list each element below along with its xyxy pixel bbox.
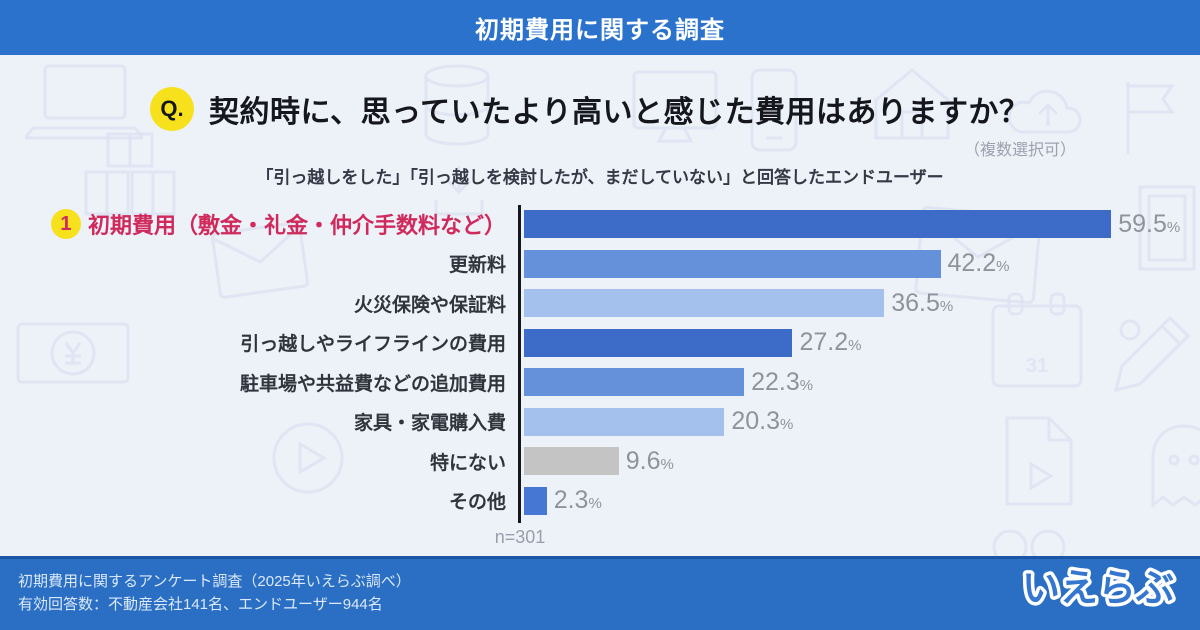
footer-bar: 初期費用に関するアンケート調査（2025年いえらぶ調べ） 有効回答数：不動産会社…	[0, 556, 1200, 630]
category-label: 家具・家電購入費	[353, 413, 506, 434]
bar	[524, 486, 547, 515]
chart-row: 特にない 9.6%	[0, 447, 1200, 475]
multiple-choice-note: （複数選択可）	[963, 142, 1076, 159]
bar	[524, 289, 885, 317]
bar	[524, 210, 1112, 238]
footer-respondents-line: 有効回答数：不動産会社141名、エンドユーザー944名	[18, 596, 383, 614]
value-label: 59.5%	[1118, 209, 1181, 238]
value-label: 36.5%	[891, 288, 954, 317]
chart-row: その他 2.3%	[0, 486, 1200, 515]
category-label: 引っ越しやライフラインの費用	[240, 334, 506, 355]
question-badge: Q.	[150, 87, 194, 131]
chart-axis-line	[518, 205, 521, 523]
value-label: 22.3%	[751, 367, 814, 396]
page-title: 初期費用に関する調査	[475, 17, 725, 44]
bar	[524, 407, 725, 436]
category-label: 更新料	[448, 255, 506, 276]
chart-row: 火災保険や保証料 36.5%	[0, 289, 1200, 317]
question-row: Q. 契約時に、思っていたより高いと感じた費用はありますか？	[150, 87, 1030, 131]
chart-row: 家具・家電購入費 20.3%	[0, 407, 1200, 436]
logo-text: いえらぶ	[1022, 568, 1174, 610]
rank-badge: 1	[50, 209, 81, 239]
bar-chart: 1 初期費用（敷金・礼金・仲介手数料など） 59.5% 更新料 42.2% 火災保険や保証…	[0, 208, 1200, 526]
bar	[524, 328, 793, 357]
question-title: 契約時に、思っていたより高いと感じた費用はありますか？	[209, 96, 1030, 129]
category-label: 火災保険や保証料	[353, 294, 506, 316]
chart-row: 引っ越しやライフラインの費用 27.2%	[0, 328, 1200, 357]
category-label-text: 初期費用（敷金・礼金・仲介手数料など）	[87, 213, 506, 238]
chart-rows: 1 初期費用（敷金・礼金・仲介手数料など） 59.5% 更新料 42.2% 火災保険や保証…	[0, 208, 1200, 515]
category-label: 1 初期費用（敷金・礼金・仲介手数料など）	[0, 208, 516, 240]
value-label: 9.6%	[625, 446, 674, 475]
ielove-logo: いえらぶ	[1011, 559, 1186, 624]
respondent-subtitle: 「引っ越しをした」「引っ越しを検討したが、まだしていない」と回答したエンドユーザ…	[256, 168, 944, 187]
header-bar: 初期費用に関する調査	[0, 0, 1200, 55]
bar	[524, 368, 745, 396]
footer-source-line: 初期費用に関するアンケート調査（2025年いえらぶ調べ）	[18, 573, 411, 590]
laptop-icon	[25, 64, 143, 140]
flag-icon	[1126, 82, 1175, 154]
value-label: 2.3%	[553, 486, 602, 514]
bar	[524, 447, 619, 475]
chart-row: 1 初期費用（敷金・礼金・仲介手数料など） 59.5%	[0, 208, 1200, 240]
bar	[524, 249, 941, 278]
value-label: 27.2%	[799, 328, 862, 356]
sample-size-label: n=301	[494, 527, 546, 547]
category-label: 駐車場や共益費などの追加費用	[239, 373, 506, 395]
chart-row: 駐車場や共益費などの追加費用 22.3%	[0, 368, 1200, 396]
category-label: 特にない	[429, 452, 506, 474]
chart-row: 更新料 42.2%	[0, 249, 1200, 278]
value-label: 20.3%	[731, 407, 794, 435]
category-label: その他	[448, 492, 506, 513]
value-label: 42.2%	[947, 249, 1010, 277]
